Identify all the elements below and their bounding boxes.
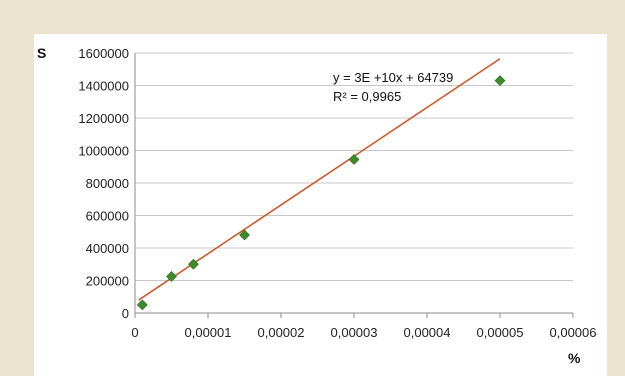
x-tick-label: 0,00006 [550,325,597,340]
y-tick-label: 1200000 [78,111,129,126]
trendline [138,58,501,301]
y-tick-labels: 0 200000 400000 600000 800000 1000000 1200000 1… [78,46,129,321]
data-point [494,75,506,87]
y-tick-label: 400000 [86,241,129,256]
y-axis-label: S [37,45,46,61]
x-tick-label: 0 [131,325,138,340]
y-tick-label: 600000 [86,209,129,224]
chart-panel: 0 200000 400000 600000 800000 1000000 1200000 1… [34,34,607,376]
y-tick-label: 1400000 [78,79,129,94]
x-tick-label: 0,00002 [258,325,305,340]
data-point [136,299,148,311]
trendline-group [138,58,501,301]
y-tick-label: 1600000 [78,46,129,61]
y-tick-label: 1000000 [78,144,129,159]
x-tick-label: 0,00005 [477,325,524,340]
x-tick-label: 0,00001 [185,325,232,340]
x-tick-label: 0,00003 [331,325,378,340]
x-tick-label: 0,00004 [404,325,451,340]
trendline-equation: y = 3E +10x + 64739 [333,70,453,85]
data-point [166,271,177,282]
y-tick-label: 0 [122,306,129,321]
y-tick-label: 200000 [86,274,129,289]
scatter-chart: 0 200000 400000 600000 800000 1000000 1200000 1… [37,45,597,366]
data-point [348,154,360,165]
data-point [187,258,199,270]
y-tick-label: 800000 [86,176,129,191]
r-squared-label: R² = 0,9965 [333,89,401,104]
x-axis-label: % [568,350,581,366]
axes [134,53,574,318]
data-points [136,75,506,311]
x-tick-labels: 0 0,00001 0,00002 0,00003 0,00004 0,00005 0,00… [131,325,596,340]
gridlines [135,52,573,281]
data-point [239,229,250,241]
